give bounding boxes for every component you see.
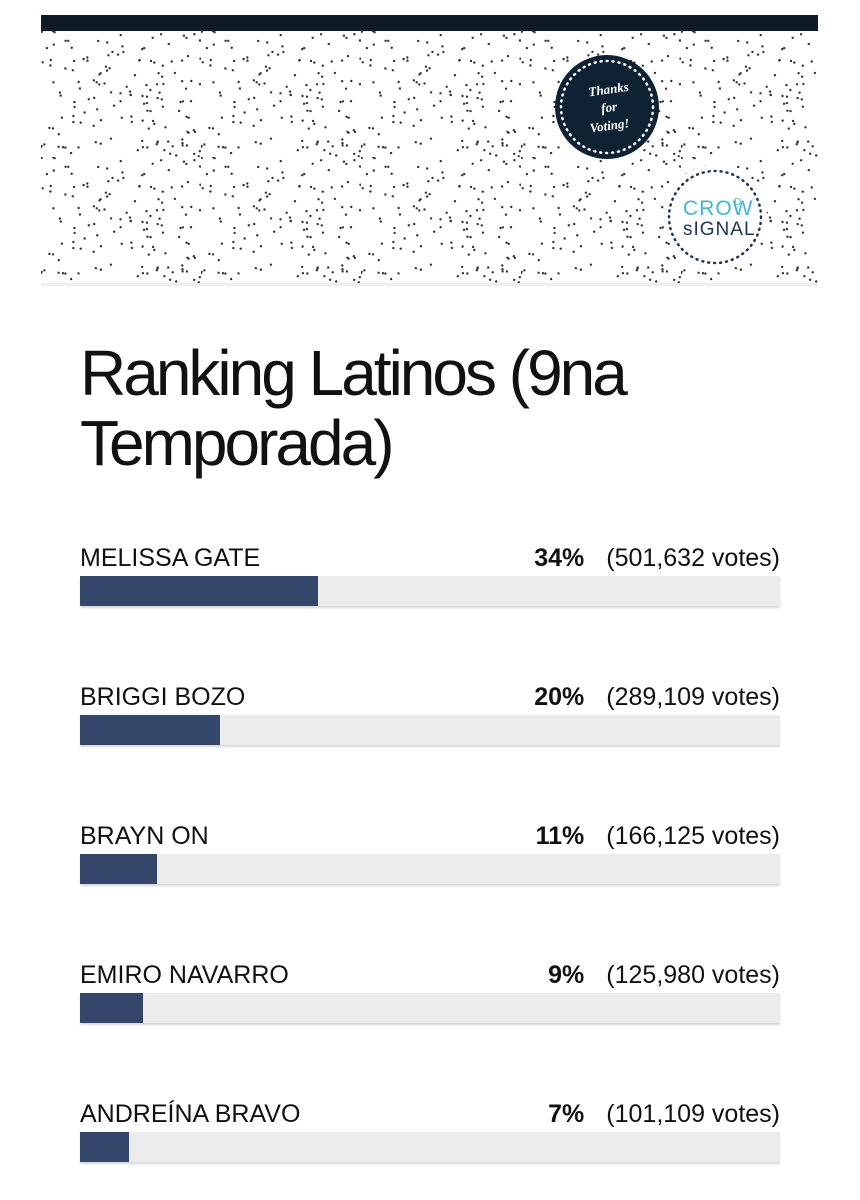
top-bar xyxy=(41,15,818,31)
logo-text: D xyxy=(734,197,741,208)
logo-text: sIGNAL xyxy=(683,219,756,240)
result-bar xyxy=(80,993,143,1023)
result-row: ANDREÍNA BRAVO 7% (101,109 votes) xyxy=(80,1100,780,1180)
option-name: BRIGGI BOZO xyxy=(80,683,246,711)
result-bar xyxy=(80,715,220,745)
logo-circle xyxy=(663,165,767,269)
result-row: BRIGGI BOZO 20% (289,109 votes) xyxy=(80,683,780,763)
badge-dots xyxy=(559,59,655,155)
logo-dots xyxy=(667,169,763,265)
bar-track xyxy=(80,1132,780,1162)
option-name: EMIRO NAVARRO xyxy=(80,961,289,989)
badge-text: for xyxy=(600,99,619,116)
result-stats: 34% (501,632 votes) xyxy=(534,544,780,573)
result-bar xyxy=(80,854,157,884)
badge-text: Voting! xyxy=(589,115,630,135)
badge xyxy=(555,55,659,159)
result-stats: 9% (125,980 votes) xyxy=(548,961,780,990)
percent-label: 20% xyxy=(534,683,585,711)
option-name: ANDREÍNA BRAVO xyxy=(80,1100,301,1128)
result-row: MELISSA GATE 34% (501,632 votes) xyxy=(80,544,780,624)
result-bar xyxy=(80,576,318,606)
percent-label: 34% xyxy=(534,544,585,572)
percent-label: 11% xyxy=(535,822,585,850)
bar-track xyxy=(80,993,780,1023)
badge-text: Thanks xyxy=(587,79,629,99)
vote-count: (101,109 votes) xyxy=(606,1100,780,1128)
bar-track xyxy=(80,576,780,606)
logo-text: CROW xyxy=(683,197,754,220)
percent-label: 9% xyxy=(548,961,585,989)
percent-label: 7% xyxy=(548,1100,585,1128)
poll-title: Ranking Latinos (9na Temporada) xyxy=(80,337,628,479)
result-stats: 11% (166,125 votes) xyxy=(536,822,780,851)
bar-track xyxy=(80,715,780,745)
result-stats: 7% (101,109 votes) xyxy=(548,1100,780,1129)
option-name: BRAYN ON xyxy=(80,822,209,850)
header-image: Thanks for Voting! CROW D sIGNAL xyxy=(41,31,818,286)
result-bar xyxy=(80,1132,129,1162)
bar-track xyxy=(80,854,780,884)
option-name: MELISSA GATE xyxy=(80,544,261,572)
vote-count: (125,980 votes) xyxy=(606,961,780,989)
vote-count: (501,632 votes) xyxy=(606,544,780,572)
vote-count: (289,109 votes) xyxy=(606,683,780,711)
result-row: BRAYN ON 11% (166,125 votes) xyxy=(80,822,780,902)
result-stats: 20% (289,109 votes) xyxy=(534,683,780,712)
vote-count: (166,125 votes) xyxy=(606,822,780,850)
result-row: EMIRO NAVARRO 9% (125,980 votes) xyxy=(80,961,780,1041)
